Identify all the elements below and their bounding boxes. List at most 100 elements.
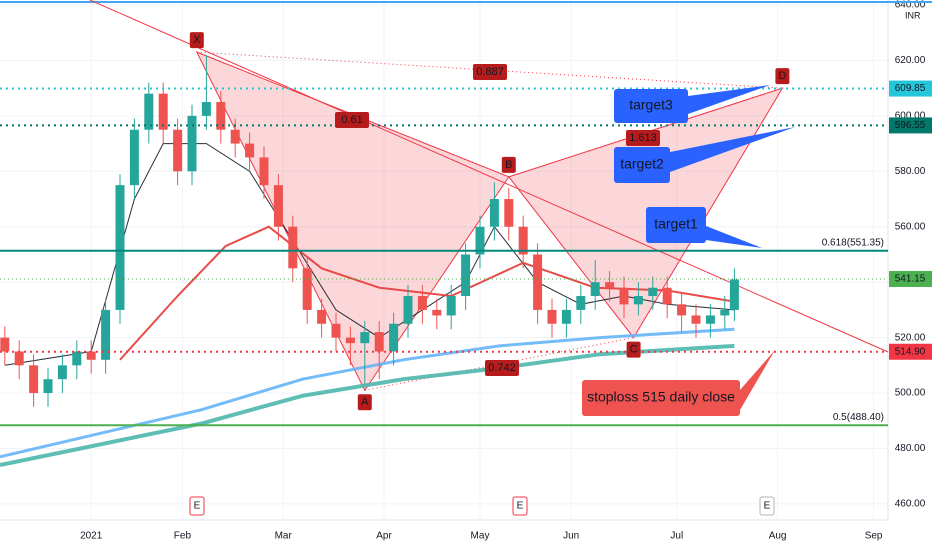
candle-body	[0, 337, 10, 352]
currency: INR	[905, 10, 921, 20]
candle-body	[115, 185, 125, 310]
candle-body	[576, 296, 586, 310]
candle-body	[590, 282, 600, 297]
candle-body	[302, 268, 312, 310]
x-tick-label: May	[471, 531, 490, 542]
candle-body	[403, 296, 413, 324]
candle-body	[374, 332, 384, 352]
price-tag-label: 541.15	[895, 274, 926, 285]
candle-body	[619, 287, 629, 305]
candle-body	[729, 279, 739, 310]
pattern-point-label: C	[630, 344, 638, 356]
price-tag	[889, 343, 932, 360]
y-tick-label: 480.00	[895, 443, 926, 454]
pattern-point-box	[357, 394, 372, 411]
y-tick-label: 620.00	[895, 55, 926, 66]
ratio-box	[626, 130, 660, 146]
level-label: 0.5(488.40)	[833, 412, 884, 423]
ratio-label: 0.61	[341, 114, 362, 126]
candle-body	[705, 315, 715, 324]
candle-body	[331, 323, 341, 338]
ratio-box	[335, 112, 369, 128]
moving-average	[0, 327, 735, 459]
callout-box	[614, 89, 688, 123]
y-tick-label: 560.00	[895, 221, 926, 232]
callout-box	[582, 380, 740, 416]
pattern-point-label: D	[778, 70, 786, 82]
pattern-dotted	[196, 51, 783, 89]
pattern-point-box	[626, 341, 641, 358]
candle-body	[432, 309, 442, 316]
candle-body	[57, 365, 67, 380]
candle-body	[317, 309, 327, 324]
callout-text: stoploss 515 daily close	[587, 389, 735, 405]
price-tag	[889, 117, 932, 134]
candle-body	[29, 365, 39, 394]
event-marker	[189, 496, 205, 516]
candle-body	[101, 309, 111, 360]
candle-body	[129, 129, 139, 186]
x-tick-label: Jun	[563, 531, 579, 542]
candle-body	[173, 129, 183, 172]
price-tag-label: 514.90	[895, 346, 926, 357]
level-label: 0.618(551.35)	[822, 237, 884, 248]
candle-body	[547, 309, 557, 324]
price-tag	[889, 270, 932, 287]
candle-body	[345, 337, 355, 344]
candle-body	[633, 296, 643, 305]
candle-body	[561, 309, 571, 324]
y-tick-label: 640.00	[895, 0, 926, 11]
candle-body	[446, 296, 456, 316]
candle-body	[504, 199, 514, 227]
callout-pointer	[670, 127, 795, 172]
candle-body	[677, 304, 687, 316]
callout-text: target1	[654, 216, 698, 232]
y-tick-label: 500.00	[895, 388, 926, 399]
x-tick-label: Sep	[865, 531, 883, 542]
callout-pointer	[688, 85, 770, 114]
candle-body	[461, 254, 471, 297]
candle-body	[389, 323, 399, 352]
pattern-point-box	[775, 68, 790, 85]
event-label: E	[764, 501, 771, 512]
candle-body	[259, 157, 269, 186]
candle-body	[662, 287, 672, 305]
candle-body	[216, 102, 226, 130]
candle-body	[187, 115, 197, 172]
x-tick-label: 2021	[80, 531, 103, 542]
y-tick-label: 600.00	[895, 111, 926, 122]
price-tag-label: 596.55	[895, 120, 926, 131]
candle-body	[720, 309, 730, 316]
price-tag-label: 609.85	[895, 83, 926, 94]
candle-body	[475, 226, 485, 255]
ratio-label: 0.887	[476, 66, 504, 78]
candle-body	[360, 332, 370, 344]
event-marker	[759, 496, 775, 516]
y-tick-label: 580.00	[895, 166, 926, 177]
callout-box	[646, 207, 706, 243]
ratio-box	[485, 360, 519, 376]
event-label: E	[517, 501, 524, 512]
candle-body	[144, 93, 154, 130]
ratio-box	[473, 64, 507, 80]
candle-body	[273, 185, 283, 227]
candle-body	[489, 199, 499, 227]
event-marker	[512, 496, 528, 516]
y-tick-label: 460.00	[895, 499, 926, 510]
candle-body	[605, 282, 615, 288]
moving-average	[119, 225, 735, 361]
callout-box	[614, 147, 670, 183]
candle-body	[230, 129, 240, 144]
ratio-label: 1.613	[629, 132, 657, 144]
x-tick-label: Mar	[275, 531, 293, 542]
callout-text: target2	[620, 156, 664, 172]
x-tick-label: Jul	[670, 531, 683, 542]
pattern-point-box	[189, 32, 204, 49]
candle-body	[201, 102, 211, 116]
candle-body	[245, 143, 255, 158]
trend-line	[89, 0, 889, 353]
callout-text: target3	[629, 97, 673, 113]
candle-body	[691, 315, 701, 324]
candle-body	[533, 254, 543, 310]
